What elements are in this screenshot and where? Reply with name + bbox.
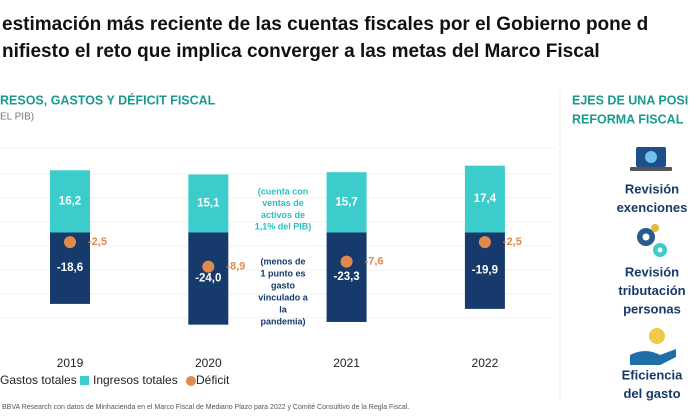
panel-title: REFORMA FISCAL [572, 112, 684, 126]
panel-icons [630, 147, 676, 365]
deficit-dot [64, 236, 76, 249]
panel-item: Revisión [625, 264, 679, 279]
x-tick-label: 2021 [333, 356, 360, 370]
bar [188, 174, 229, 233]
legend-label: Ingresos totales [93, 373, 178, 387]
bar [464, 165, 505, 233]
annotation: 1 punto es [260, 268, 305, 278]
panel-item: del gasto [623, 386, 680, 401]
annotation: la [279, 304, 288, 314]
value-label: -7,6 [365, 256, 384, 268]
value-label: 15,7 [335, 196, 357, 208]
annotation: vinculado a [258, 292, 309, 302]
annotation: 1,1% del PIB) [255, 221, 312, 231]
panel-item: Eficiencia [622, 367, 683, 382]
value-label: -24,0 [195, 273, 221, 285]
annotation: pandemia) [260, 316, 305, 326]
value-label: -23,3 [333, 271, 359, 283]
source: BBVA Research con datos de Minhacienda e… [2, 404, 409, 411]
panel-title: EJES DE UNA POSI [572, 93, 688, 107]
annotation: gasto [271, 280, 296, 290]
panel-item: exenciones [617, 200, 688, 215]
annotation: activos de [261, 210, 305, 220]
chart-title: RESOS, GASTOS Y DÉFICIT FISCAL [0, 92, 216, 107]
panel-item: Revisión [625, 181, 679, 196]
bar [326, 172, 367, 233]
deficit-dot [340, 255, 353, 268]
slide-title: estimación más reciente de las cuentas f… [2, 14, 648, 35]
annotation: (cuenta con [258, 186, 309, 196]
panel-item: tributación [618, 283, 685, 298]
value-label: 17,4 [474, 193, 497, 205]
value-label: -2,5 [88, 236, 107, 248]
panel-item: personas [623, 301, 681, 316]
legend-label: Déficit [196, 373, 230, 387]
value-label: -8,9 [226, 261, 245, 273]
legend-marker [80, 376, 89, 385]
value-label: 16,2 [59, 195, 81, 207]
deficit-dot [478, 236, 491, 249]
legend-label: Gastos totales [0, 373, 77, 387]
bar [326, 232, 367, 322]
bar [50, 170, 90, 233]
x-tick-label: 2020 [195, 356, 222, 370]
deficit-dot [202, 260, 215, 273]
bar [188, 232, 229, 325]
value-label: -19,9 [472, 265, 498, 277]
legend-marker [186, 376, 196, 386]
value-label: 15,1 [197, 198, 220, 210]
annotation: (menos de [260, 256, 305, 266]
x-tick-label: 2019 [57, 356, 84, 370]
x-tick-label: 2022 [472, 356, 499, 370]
chart-subtitle: EL PIB) [0, 112, 34, 123]
value-label: -2,5 [503, 236, 522, 248]
slide-title: nifiesto el reto que implica converger a… [2, 41, 600, 62]
value-label: -18,6 [57, 262, 83, 274]
annotation: ventas de [262, 198, 304, 208]
